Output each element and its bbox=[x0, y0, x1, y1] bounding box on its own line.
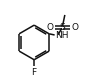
Text: S: S bbox=[60, 23, 65, 32]
Text: NH: NH bbox=[55, 31, 68, 40]
Text: O: O bbox=[46, 23, 53, 32]
Text: O: O bbox=[72, 23, 79, 32]
Text: F: F bbox=[32, 68, 37, 77]
